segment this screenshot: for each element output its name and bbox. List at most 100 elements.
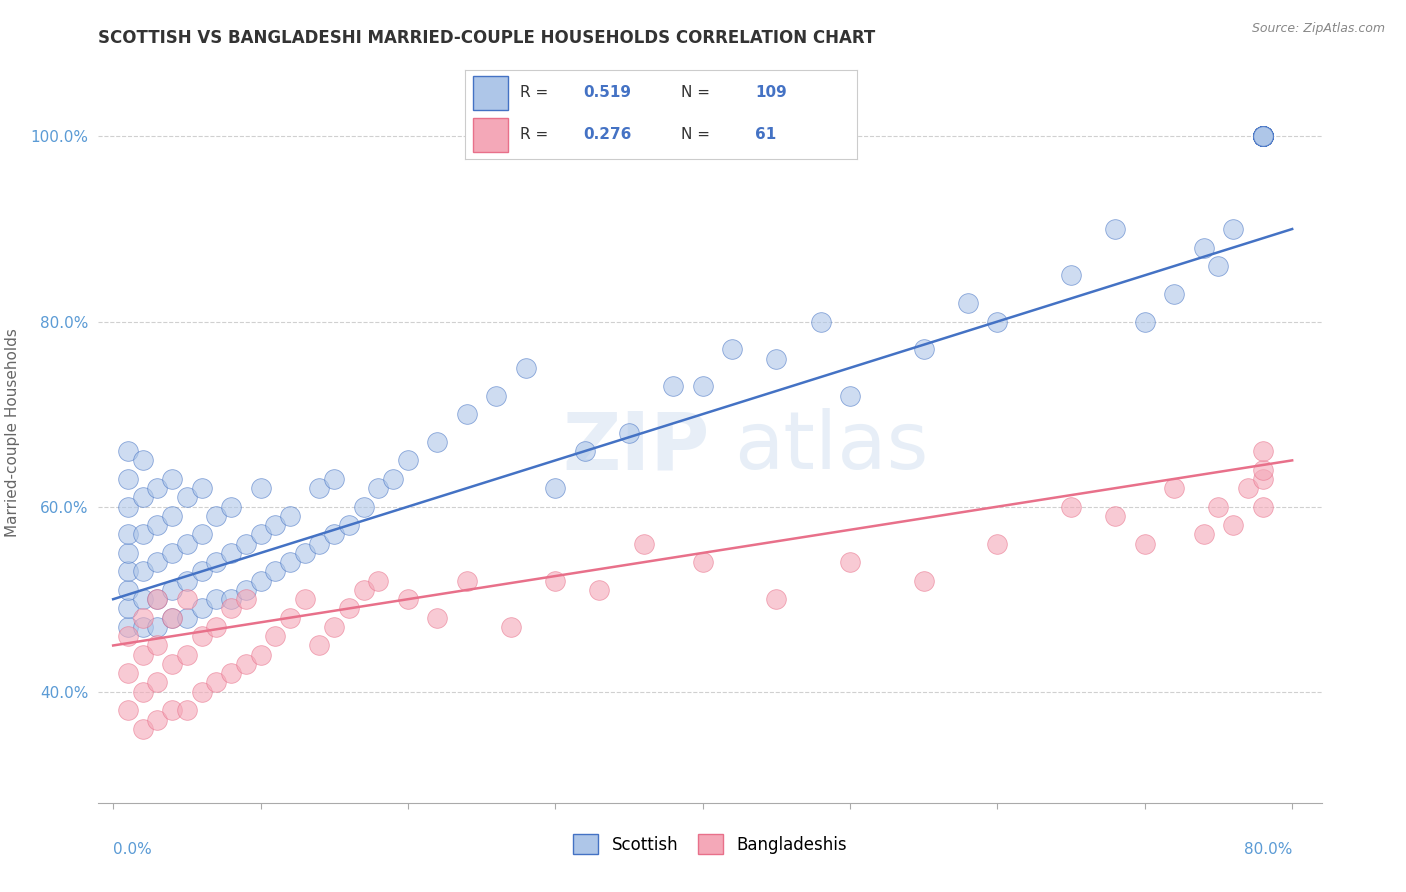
Point: [1060, 500, 1083, 514]
Point: [1251, 129, 1274, 144]
Point: [205, 592, 228, 607]
Point: [1251, 129, 1274, 144]
Point: [1251, 129, 1274, 144]
Point: [1163, 481, 1185, 495]
Point: [588, 582, 610, 597]
Point: [456, 407, 478, 421]
Point: [146, 592, 169, 607]
Point: [190, 481, 212, 495]
Point: [117, 629, 139, 643]
Point: [235, 536, 257, 550]
Point: [205, 620, 228, 634]
Point: [323, 620, 346, 634]
Point: [308, 639, 330, 653]
Point: [117, 444, 139, 458]
Point: [264, 518, 287, 533]
Point: [117, 527, 139, 541]
Point: [146, 713, 169, 727]
Point: [1251, 129, 1274, 144]
Point: [544, 481, 567, 495]
Point: [1192, 527, 1215, 541]
Point: [190, 629, 212, 643]
Point: [1251, 129, 1274, 144]
Point: [219, 592, 242, 607]
Point: [308, 536, 330, 550]
Point: [765, 592, 787, 607]
Point: [146, 555, 169, 569]
Point: [721, 343, 744, 357]
Point: [146, 518, 169, 533]
Point: [353, 582, 375, 597]
Point: [810, 315, 832, 329]
Point: [176, 611, 198, 625]
Point: [308, 481, 330, 495]
Point: [1104, 508, 1126, 523]
Point: [160, 472, 183, 486]
Text: 80.0%: 80.0%: [1244, 842, 1292, 856]
Point: [912, 343, 935, 357]
Point: [131, 491, 153, 505]
Point: [264, 629, 287, 643]
Point: [219, 500, 242, 514]
Point: [190, 565, 212, 579]
Text: Source: ZipAtlas.com: Source: ZipAtlas.com: [1251, 22, 1385, 36]
Point: [131, 592, 153, 607]
Point: [160, 611, 183, 625]
Point: [235, 592, 257, 607]
Point: [499, 620, 522, 634]
Point: [1251, 129, 1274, 144]
Point: [160, 703, 183, 717]
Point: [249, 574, 271, 588]
Point: [456, 574, 478, 588]
Point: [117, 703, 139, 717]
Point: [117, 601, 139, 615]
Point: [235, 582, 257, 597]
Point: [146, 592, 169, 607]
Point: [1251, 129, 1274, 144]
Point: [1133, 536, 1156, 550]
Point: [1251, 129, 1274, 144]
Point: [190, 685, 212, 699]
Point: [160, 611, 183, 625]
Point: [1208, 500, 1230, 514]
Point: [131, 527, 153, 541]
Point: [160, 582, 183, 597]
Point: [219, 601, 242, 615]
Point: [839, 389, 862, 403]
Point: [1251, 129, 1274, 144]
Point: [146, 620, 169, 634]
Point: [294, 592, 316, 607]
Point: [1251, 129, 1274, 144]
Point: [1251, 129, 1274, 144]
Point: [337, 518, 360, 533]
Point: [986, 536, 1008, 550]
Point: [131, 648, 153, 662]
Point: [1251, 129, 1274, 144]
Point: [353, 500, 375, 514]
Text: 0.0%: 0.0%: [112, 842, 152, 856]
Point: [1192, 240, 1215, 255]
Point: [117, 582, 139, 597]
Point: [323, 472, 346, 486]
Point: [190, 527, 212, 541]
Point: [1251, 129, 1274, 144]
Point: [912, 574, 935, 588]
Point: [1251, 129, 1274, 144]
Point: [176, 703, 198, 717]
Point: [1251, 129, 1274, 144]
Point: [544, 574, 567, 588]
Point: [986, 315, 1008, 329]
Point: [426, 611, 449, 625]
Point: [117, 472, 139, 486]
Point: [190, 601, 212, 615]
Point: [515, 360, 537, 375]
Point: [219, 546, 242, 560]
Point: [160, 657, 183, 671]
Point: [146, 675, 169, 690]
Point: [249, 481, 271, 495]
Point: [249, 648, 271, 662]
Point: [176, 592, 198, 607]
Point: [1222, 222, 1244, 236]
Point: [662, 379, 685, 393]
Point: [1251, 129, 1274, 144]
